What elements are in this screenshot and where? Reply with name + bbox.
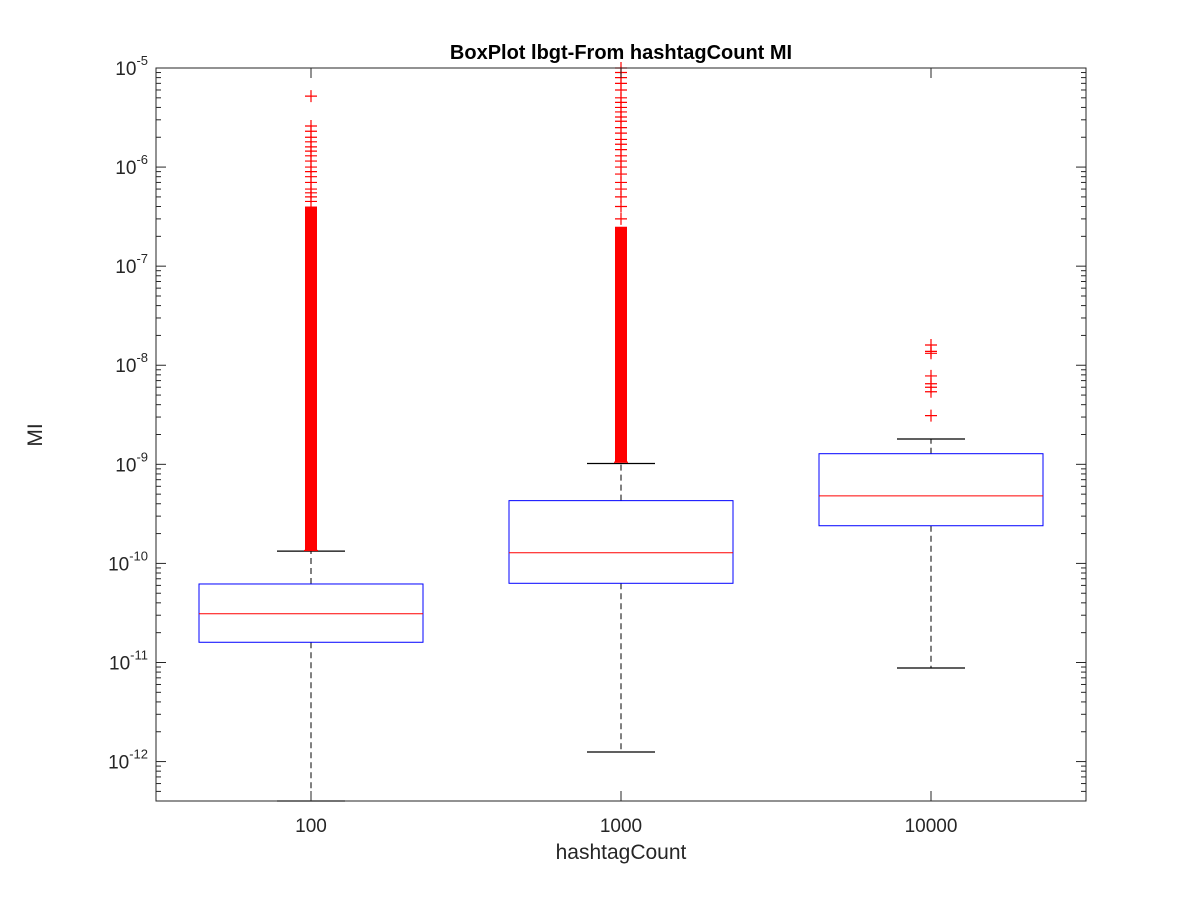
outlier-marker: [925, 385, 937, 398]
y-tick-label: 10-6: [115, 152, 148, 179]
x-tick-label: 100: [295, 816, 327, 837]
y-tick-label: 10-11: [109, 647, 148, 674]
box-iqr: [508, 500, 734, 584]
y-tick-label: 10-9: [115, 449, 148, 476]
outlier-band: [615, 226, 627, 463]
box-iqr: [198, 583, 424, 643]
x-tick-label: 1000: [600, 816, 642, 837]
box-iqr: [818, 453, 1044, 527]
y-tick-label: 10-7: [115, 251, 148, 278]
outlier-marker: [305, 90, 317, 103]
outlier-marker: [305, 195, 317, 208]
axes-layer: 10-12 10-11 10-10 10-9 10-8 10-7 10-6 10-5 100 10…: [108, 53, 1087, 837]
x-axis-label: hashtagCount: [556, 841, 687, 864]
y-tick-label: 10-10: [108, 548, 148, 575]
x-tick-label: 10000: [905, 816, 958, 837]
y-axis-label: MI: [24, 423, 47, 446]
y-tick-label: 10-8: [115, 350, 148, 377]
y-tick-label: 10-5: [115, 53, 148, 80]
outlier-marker: [615, 212, 627, 225]
outlier-band: [305, 206, 317, 551]
box-group-100: [198, 90, 424, 802]
outlier-marker: [615, 200, 627, 213]
outlier-marker: [925, 409, 937, 422]
data-layer: [198, 62, 1044, 802]
box-group-10000: [818, 339, 1044, 669]
y-tick-label: 10-12: [108, 747, 148, 774]
outlier-marker: [925, 347, 937, 360]
chart-title: BoxPlot lbgt-From hashtagCount MI: [450, 42, 792, 64]
